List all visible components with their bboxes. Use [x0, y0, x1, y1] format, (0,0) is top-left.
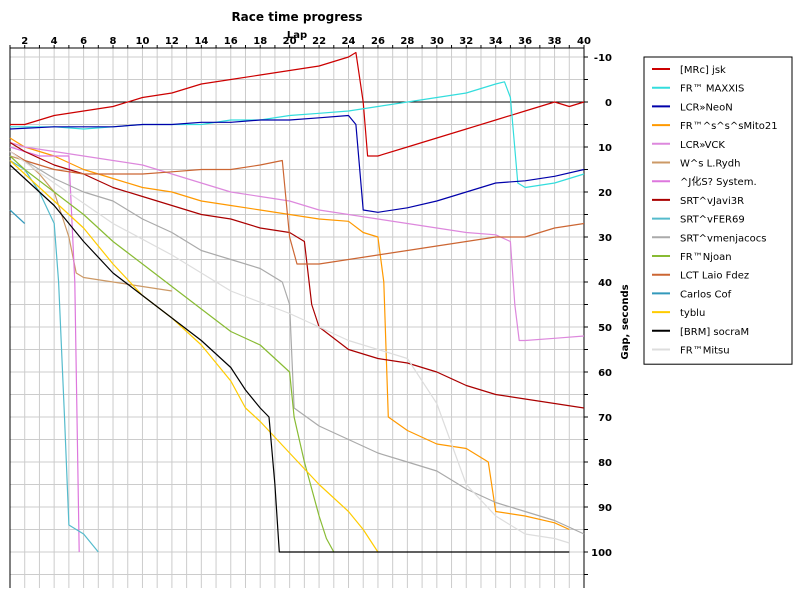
series-line [10, 51, 585, 157]
y-tick-label: 10 [598, 143, 612, 154]
y-tick-label: 40 [598, 278, 612, 289]
legend-label: ^J化S? System. [680, 175, 757, 188]
x-axis-label: Lap [287, 30, 307, 41]
x-axis-ticks: 2 4 6 8 10 12 14 16 18 20 22 24 26 28 30 32 34 36 38 40 [21, 36, 591, 47]
legend-label: LCR»NeoN [680, 102, 733, 113]
x-tick-label: 16 [224, 36, 238, 47]
x-tick-label: 38 [548, 36, 562, 47]
gridlines [9, 48, 585, 588]
series-line [9, 155, 335, 553]
legend: [MRc] jsk FR™ MAXXIS LCR»NeoN FR™^s^s^sMito… [643, 56, 793, 365]
series-line [9, 160, 379, 553]
legend-label: FR™^s^s^sMito21 [680, 121, 778, 132]
x-tick-label: 36 [518, 36, 532, 47]
x-tick-label: 2 [21, 36, 28, 47]
legend-label: SRT^vFER69 [680, 215, 745, 226]
y-tick-label: 50 [598, 323, 612, 334]
legend-label: [MRc] jsk [680, 65, 726, 76]
x-tick-label: 32 [459, 36, 473, 47]
y-tick-label: 30 [598, 233, 612, 244]
legend-label: LCR»VCK [680, 140, 725, 151]
x-tick-label: 26 [371, 36, 385, 47]
x-tick-label: 6 [80, 36, 87, 47]
x-tick-label: 12 [165, 36, 179, 47]
chart-title: Race time progress [231, 10, 362, 24]
x-tick-label: 24 [342, 36, 356, 47]
series-line [9, 114, 585, 213]
x-tick-label: 28 [400, 36, 414, 47]
y-tick-label: 20 [598, 188, 612, 199]
series-line [9, 137, 570, 531]
legend-label: FR™Njoan [680, 252, 732, 263]
x-tick-label: 14 [194, 36, 208, 47]
x-tick-label: 18 [253, 36, 267, 47]
x-tick-label: 34 [489, 36, 503, 47]
series-line [9, 150, 585, 265]
legend-label: SRT^vmenjacocs [680, 233, 766, 244]
x-tick-label: 10 [136, 36, 150, 47]
x-tick-label: 20 [283, 36, 297, 47]
x-tick-label: 22 [312, 36, 326, 47]
y-axis-label: Gap, seconds [620, 284, 631, 359]
x-tick-label: 4 [51, 36, 58, 47]
legend-label: SRT^vJavi3R [680, 196, 744, 207]
series-lines [9, 51, 585, 553]
y-tick-label: 60 [598, 368, 612, 379]
legend-label: FR™Mitsu [680, 346, 730, 357]
legend-label: LCT Laio Fdez [680, 271, 749, 282]
series-line [9, 164, 570, 553]
legend-label: Carlos Cof [680, 289, 732, 300]
y-tick-label: 90 [598, 503, 612, 514]
legend-label: FR™ MAXXIS [680, 84, 744, 95]
y-tick-label: 0 [605, 98, 612, 109]
series-line [9, 141, 585, 409]
legend-label: [BRM] socraM [680, 327, 749, 338]
y-tick-label: -10 [594, 53, 612, 64]
y-tick-label: 100 [591, 548, 612, 559]
series-line [9, 159, 99, 553]
y-axis-ticks: -10 0 10 20 30 40 50 60 70 80 90 100 [591, 53, 612, 559]
x-tick-label: 8 [110, 36, 117, 47]
legend-label: W^s L.Rydh [680, 159, 740, 170]
series-line [10, 81, 585, 189]
series-line [9, 150, 585, 535]
series-line [9, 151, 570, 544]
y-tick-label: 70 [598, 413, 612, 424]
legend-label: tyblu [680, 308, 705, 319]
y-tick-label: 80 [598, 458, 612, 469]
series-line [9, 209, 26, 224]
series-line [9, 141, 585, 342]
x-tick-label: 30 [430, 36, 444, 47]
x-tick-label: 40 [577, 36, 591, 47]
